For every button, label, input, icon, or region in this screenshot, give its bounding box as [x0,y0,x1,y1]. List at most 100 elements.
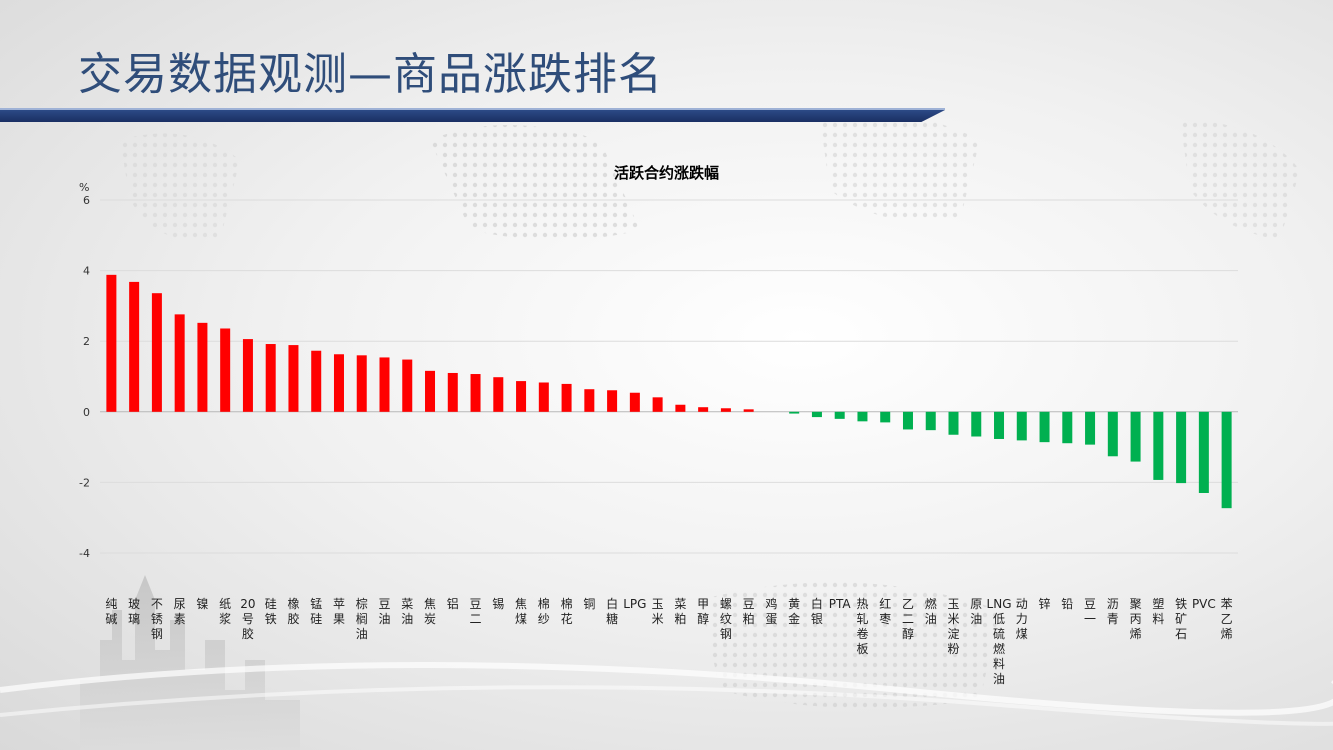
x-tick-label: 铜 [583,596,595,611]
x-tick-label: 铝 [447,596,459,611]
bar [743,409,754,412]
x-tick-label: 热轧卷板 [856,597,868,656]
bar [129,281,140,412]
bar [538,382,549,412]
x-tick-label: 菜粕 [674,597,686,626]
x-tick-label: 铁矿石 [1175,597,1187,641]
x-tick-label: 黄金 [788,597,800,626]
y-axis-unit-label: % [79,181,90,194]
x-tick-label: 尿素 [174,597,186,626]
bar [242,339,253,412]
bar [333,354,344,412]
x-tick-label: 豆二 [470,597,482,626]
x-tick-label: 锡 [492,596,504,611]
x-tick-label: 聚丙烯 [1130,597,1142,641]
bar [470,374,481,412]
bar [1016,411,1027,441]
page-title: 交易数据观测—商品涨跌排名 [78,49,663,100]
bar [197,322,208,412]
x-tick-label: 豆一 [1084,597,1096,626]
x-tick-label: 苯乙烯 [1221,597,1233,641]
bar [402,359,413,412]
bar [106,274,117,412]
x-tick-label: 镍 [196,597,208,611]
x-tick-label: 橡胶 [287,597,299,626]
bar [811,411,822,418]
y-tick-label: -2 [79,476,90,489]
bar [629,392,640,412]
x-tick-label: 锰硅 [310,596,322,626]
x-tick-label: 鸡蛋 [765,596,777,626]
bar [1130,411,1141,462]
x-tick-label: 红枣 [879,596,891,626]
bar [1153,411,1164,480]
x-tick-label: 20 号胶 [240,597,255,641]
x-tick-label: PVC [1192,597,1216,611]
bar [925,411,936,431]
x-tick-label: LNG 低硫燃料油 [987,597,1012,686]
x-tick-label: 燃油 [925,596,937,626]
bar [1176,411,1187,484]
bar [584,389,595,412]
bar [1062,411,1073,444]
x-tick-label: 苹果 [333,597,345,626]
bar [265,344,276,412]
chart-title: 活跃合约涨跌幅 [613,164,719,182]
bar [288,345,299,412]
x-tick-label: 玻璃 [128,597,140,626]
title-underline [0,108,945,110]
bar [948,411,959,435]
x-tick-label: 纯碱 [105,597,117,626]
y-tick-label: 4 [83,265,90,278]
y-tick-label: -4 [79,547,90,560]
bar [151,293,162,412]
x-tick-label: 甲醇 [697,597,709,626]
bar [675,404,686,412]
x-tick-label: 纸浆 [219,597,231,626]
x-tick-label: 硅铁 [265,597,277,626]
x-tick-label: 菜油 [401,597,413,626]
bar [834,411,845,419]
x-tick-label: 焦炭 [424,597,436,626]
x-tick-label: 豆粕 [743,597,755,626]
x-tick-label: PTA [829,597,852,611]
bar [379,357,390,412]
x-tick-label: 棉纱 [538,597,550,626]
x-tick-label: 焦煤 [515,597,527,626]
bar [698,407,709,412]
x-tick-label: 动力煤 [1016,597,1028,641]
bar [720,408,731,412]
bar [516,381,527,412]
bar [789,411,800,414]
bar [652,397,663,412]
bar [447,372,458,412]
x-tick-label: 沥青 [1107,597,1119,626]
x-tick-label: 锌 [1039,597,1051,611]
title-banner [0,110,945,122]
bar [493,377,504,412]
x-tick-label: 白糖 [606,596,618,626]
bar [607,390,618,412]
bar [880,411,891,423]
bar [1198,411,1209,493]
y-tick-label: 2 [83,335,90,348]
x-tick-label: 玉米 [652,597,664,626]
x-tick-label: 豆油 [378,597,390,626]
x-tick-label: 螺纹钢 [720,597,732,641]
x-tick-label: 玉米淀粉 [947,597,959,656]
x-tick-label: 白银 [811,596,823,626]
bar [356,355,367,412]
x-tick-label: 塑料 [1152,596,1164,626]
bar [1039,411,1050,443]
y-tick-label: 6 [83,194,90,207]
x-tick-label: LPG [623,597,646,611]
x-tick-label: 铅 [1061,597,1073,611]
bar [902,411,913,430]
bar [857,411,868,422]
bar [561,383,572,412]
x-tick-label: 棉花 [561,597,573,626]
bar [1107,411,1118,457]
